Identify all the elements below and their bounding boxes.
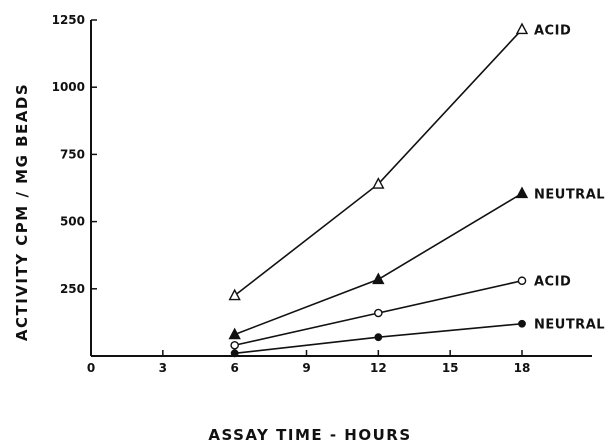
series-markers [228, 22, 529, 358]
y-tick-label-1250: 1250 [52, 13, 85, 27]
series-label-neutral-filled-circle: NEUTRAL [534, 318, 605, 333]
x-tick-label-3: 3 [159, 361, 167, 375]
series-label-neutral-filled-triangle: NEUTRAL [534, 187, 605, 202]
series-label-acid-open-circle: ACID [534, 275, 571, 290]
y-axis-title: ACTIVITY CPM / MG BEADS [13, 83, 31, 341]
series-labels: ACID NEUTRAL ACID NEUTRAL [534, 23, 605, 332]
data-point-acid-open-circle-x12 [374, 308, 383, 318]
data-point-acid-open-triangle-x12 [372, 177, 385, 189]
ticks: 0 3 6 9 12 15 18 250 500 750 1000 1250 [52, 13, 531, 375]
data-point-neutral-filled-circle-x6 [230, 349, 239, 358]
data-point-neutral-filled-triangle-x6 [228, 327, 241, 340]
y-tick-label-500: 500 [60, 215, 85, 229]
x-tick-label-18: 18 [514, 361, 531, 375]
data-point-acid-open-triangle-x18 [515, 22, 529, 35]
data-point-neutral-filled-circle-x12 [374, 333, 383, 342]
y-tick-label-1000: 1000 [52, 80, 85, 94]
x-tick-label-12: 12 [370, 361, 387, 375]
data-point-acid-open-circle-x18 [517, 276, 527, 286]
data-point-acid-open-triangle-x6 [228, 288, 241, 301]
y-tick-label-250: 250 [60, 282, 85, 296]
x-tick-label-0: 0 [87, 361, 95, 375]
x-tick-label-9: 9 [302, 361, 310, 375]
data-point-acid-open-circle-x6 [230, 340, 239, 350]
series-lines [234, 28, 523, 355]
y-tick-label-750: 750 [60, 147, 85, 161]
x-axis-title: ASSAY TIME - HOURS [208, 426, 411, 444]
x-tick-label-15: 15 [442, 361, 459, 375]
data-point-neutral-filled-triangle-x12 [372, 272, 385, 285]
x-tick-label-6: 6 [230, 361, 238, 375]
data-point-neutral-filled-circle-x18 [518, 319, 526, 328]
axes [90, 20, 592, 357]
data-point-neutral-filled-triangle-x18 [515, 186, 529, 199]
series-label-acid-open-triangle: ACID [534, 23, 571, 38]
series-line-acid-open-triangle [234, 28, 523, 297]
